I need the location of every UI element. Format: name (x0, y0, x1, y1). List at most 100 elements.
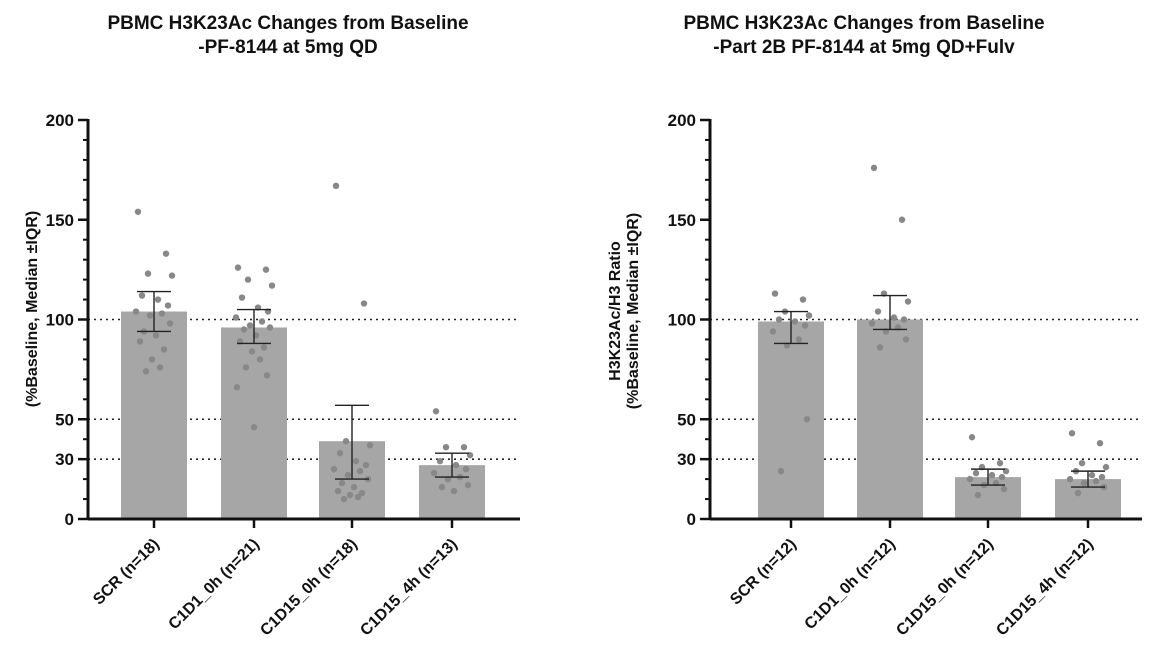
data-point (1068, 430, 1076, 437)
data-point (336, 449, 344, 457)
data-point (134, 208, 142, 215)
data-point (462, 465, 470, 473)
data-point (366, 441, 374, 449)
data-point (769, 328, 777, 335)
data-point (238, 294, 246, 301)
data-point (142, 368, 150, 375)
data-point (233, 384, 241, 391)
y-tick-label: 100 (46, 311, 74, 330)
data-point (968, 434, 976, 441)
data-point (160, 346, 168, 353)
data-point (154, 296, 162, 303)
chart-panel-left: PBMC H3K23Ac Changes from Baseline -PF-8… (24, 13, 520, 640)
chart-title-line1: PBMC H3K23Ac Changes from Baseline (683, 13, 1045, 34)
x-tick-label: C1D15_0h (n=18) (257, 536, 361, 640)
data-point (168, 272, 176, 279)
y-tick-label: 50 (55, 410, 74, 429)
data-point (266, 324, 274, 331)
data-point (890, 314, 898, 321)
data-point (438, 483, 446, 491)
data-point (346, 491, 354, 499)
data-point (874, 308, 882, 315)
data-point (158, 310, 166, 317)
chart-title-line2: -Part 2B PF-8144 at 5mg QD+Fulv (713, 37, 1015, 58)
data-point (244, 276, 252, 283)
data-point (430, 469, 438, 477)
data-point (234, 264, 242, 271)
x-tick-label: C1D15_0h (n=12) (893, 536, 997, 640)
data-point (974, 491, 982, 499)
data-point (799, 296, 807, 303)
y-tick-label: 200 (668, 111, 696, 130)
data-point (362, 461, 370, 469)
data-point (162, 250, 170, 257)
data-point (771, 290, 779, 297)
data-point (164, 302, 172, 309)
data-point (344, 471, 352, 479)
y-tick-label: 30 (55, 450, 74, 469)
data-point (972, 469, 980, 477)
y-tick-label: 150 (46, 211, 74, 230)
data-point (791, 318, 799, 325)
data-point (1098, 473, 1106, 481)
data-point (988, 471, 996, 479)
data-point (996, 459, 1004, 467)
data-point (1000, 485, 1008, 493)
y-axis-label-line2: (%Baseline, Median ±IQR) (625, 212, 642, 410)
data-point (356, 467, 364, 475)
data-point (360, 300, 368, 307)
data-point (138, 292, 146, 299)
data-point (795, 336, 803, 343)
data-point (777, 467, 785, 475)
data-point (966, 475, 974, 483)
data-point (898, 216, 906, 223)
data-point (464, 481, 472, 489)
data-point (805, 312, 813, 319)
data-point (1074, 489, 1082, 497)
data-point (876, 344, 884, 351)
y-tick-label: 200 (46, 111, 74, 130)
data-point (900, 316, 908, 323)
data-point (256, 356, 264, 363)
bar (758, 321, 824, 519)
chart-title-line1: PBMC H3K23Ac Changes from Baseline (107, 13, 469, 34)
data-point (166, 320, 174, 327)
y-axis-label: H3K23Ac/H3 Ratio (%Baseline, Median ±IQR… (607, 196, 643, 426)
data-point (156, 364, 164, 371)
x-tick-label: SCR (n=12) (727, 536, 800, 609)
data-point (1066, 475, 1074, 483)
data-point (332, 182, 340, 190)
y-tick-label: 0 (687, 510, 696, 529)
data-point (152, 332, 160, 339)
data-point (803, 416, 811, 423)
x-tick-label: C1D1_0h (n=12) (802, 536, 899, 633)
data-point (450, 487, 458, 495)
y-axis-label-line1: H3K23Ac/H3 Ratio (607, 241, 624, 381)
data-point (1092, 477, 1100, 485)
data-point (1102, 463, 1110, 471)
y-axis-label-line2: (%Baseline, Median ±IQR) (24, 210, 41, 408)
data-point (146, 312, 154, 319)
data-point (436, 457, 444, 465)
bar (221, 327, 287, 519)
data-point (258, 318, 266, 325)
data-point (232, 314, 240, 321)
data-point (452, 461, 460, 469)
data-point (998, 473, 1006, 481)
data-point (342, 437, 350, 445)
data-point (775, 316, 783, 323)
data-point (242, 364, 250, 371)
x-tick-label: C1D1_0h (n=21) (166, 536, 263, 633)
data-point (240, 326, 248, 333)
x-tick-label: C1D15_4h (n=13) (357, 536, 461, 640)
data-point (1096, 439, 1104, 447)
data-point (334, 487, 342, 495)
data-point (144, 270, 152, 277)
data-point (354, 493, 362, 501)
y-tick-label: 150 (668, 211, 696, 230)
data-point (352, 457, 360, 465)
chart-title-line2: -PF-8144 at 5mg QD (198, 37, 378, 58)
x-tick-label: SCR (n=18) (90, 536, 163, 609)
